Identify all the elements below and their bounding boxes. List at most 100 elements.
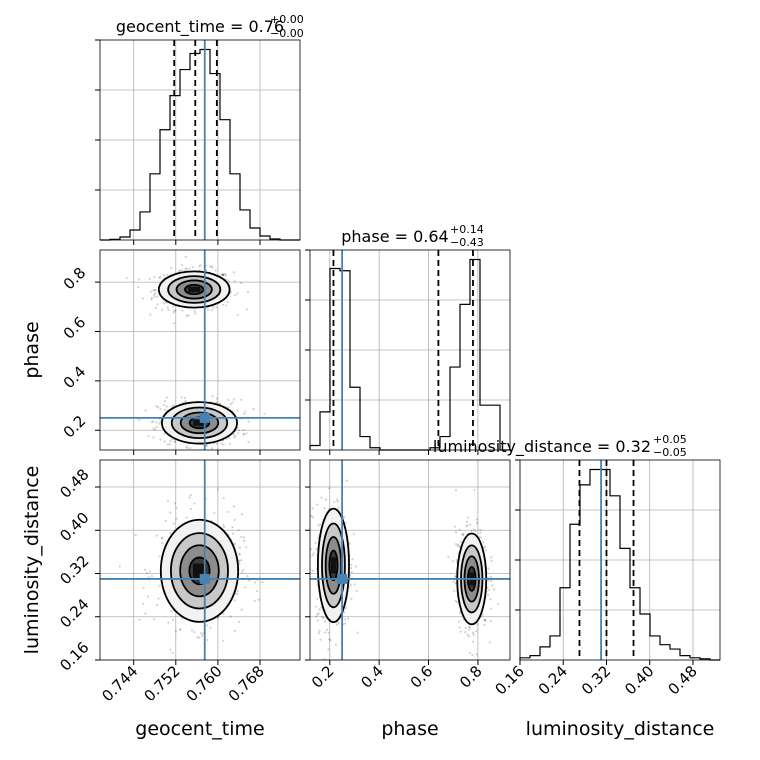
sample-point (479, 536, 482, 539)
sample-point (222, 273, 225, 276)
sample-point (164, 519, 167, 523)
contour-line (179, 411, 220, 435)
sample-point (321, 615, 324, 618)
sample-point (461, 533, 464, 536)
y-tick-label: 0.6 (60, 313, 90, 343)
sample-point (168, 443, 171, 446)
sample-point (227, 398, 230, 401)
sample-point (467, 635, 471, 638)
y-tick-label: 0.48 (56, 465, 92, 501)
sample-point (462, 532, 465, 535)
sample-point (170, 438, 173, 441)
sample-point (243, 539, 246, 542)
sample-point (144, 409, 147, 412)
sample-point (489, 575, 492, 579)
sample-point (205, 624, 209, 627)
sample-point (471, 640, 475, 643)
sample-point (356, 631, 359, 634)
sample-point (343, 622, 347, 625)
sample-point (210, 309, 213, 312)
sample-point (210, 447, 214, 450)
sample-point (233, 518, 236, 522)
sample-point (205, 443, 209, 446)
sample-point (355, 589, 358, 593)
contour-line (157, 270, 231, 309)
sample-point (240, 608, 243, 611)
sample-point (487, 567, 490, 570)
sample-point (349, 584, 352, 587)
sample-point (336, 500, 339, 503)
sample-point (257, 598, 260, 601)
sample-point (486, 586, 489, 589)
sample-point (155, 421, 158, 424)
sample-point (221, 639, 225, 642)
sample-point (246, 291, 250, 294)
sample-point (148, 570, 151, 573)
sample-point (222, 523, 225, 527)
sample-point (184, 267, 187, 270)
sample-point (336, 621, 339, 624)
sample-point (180, 269, 183, 272)
sample-point (157, 597, 160, 600)
sample-point (335, 498, 339, 501)
sample-point (229, 615, 232, 618)
truth-marker (199, 412, 210, 423)
sample-point (491, 584, 494, 587)
sample-point (324, 498, 327, 501)
sample-point (166, 443, 169, 446)
sample-point (243, 412, 246, 416)
sample-point (329, 639, 332, 642)
ylabel-phase: phase (21, 321, 43, 378)
sample-point (216, 442, 219, 445)
sample-point (488, 589, 491, 592)
sample-point (144, 612, 147, 615)
sample-point (215, 400, 218, 404)
sample-point (317, 632, 321, 635)
sample-point (318, 629, 321, 632)
sample-point (236, 313, 239, 317)
sample-point (456, 601, 459, 604)
y-tick-label: 0.32 (56, 552, 92, 588)
sample-point (467, 625, 471, 629)
sample-point (153, 295, 156, 298)
sample-point (169, 648, 172, 651)
sample-point (333, 501, 336, 504)
sample-point (472, 633, 475, 636)
sample-point (180, 617, 183, 621)
sample-point (350, 563, 353, 567)
contour-line (160, 401, 238, 445)
sample-point (231, 526, 234, 529)
sample-point (188, 496, 191, 499)
sample-point (319, 523, 322, 526)
sample-point (471, 654, 474, 657)
x-tick-label: 0.48 (664, 662, 700, 698)
sample-point (310, 548, 313, 551)
sample-point (209, 626, 212, 629)
sample-point (224, 274, 227, 277)
truth-marker (337, 573, 348, 584)
sample-point (163, 408, 166, 411)
sample-point (454, 489, 458, 492)
sample-point (222, 443, 225, 446)
sample-point (334, 643, 338, 646)
sample-point (153, 275, 156, 279)
sample-point (447, 555, 450, 558)
sample-point (484, 619, 487, 622)
sample-point (238, 562, 241, 565)
sample-point (327, 648, 330, 651)
sample-point (328, 487, 331, 490)
sample-point (221, 303, 224, 306)
sample-point (246, 575, 249, 578)
sample-point (188, 447, 192, 450)
x-tick-label: 0.8 (456, 662, 486, 692)
sample-point (165, 396, 168, 399)
sample-point (165, 405, 168, 408)
sample-point (458, 620, 461, 623)
title-luminosity-distance-minus: −0.05 (653, 446, 687, 459)
sample-point (240, 559, 243, 562)
sample-point (236, 589, 239, 592)
x-tick-label: 0.40 (621, 662, 657, 698)
sample-point (184, 255, 187, 259)
sample-point (350, 571, 353, 574)
sample-point (154, 289, 157, 292)
